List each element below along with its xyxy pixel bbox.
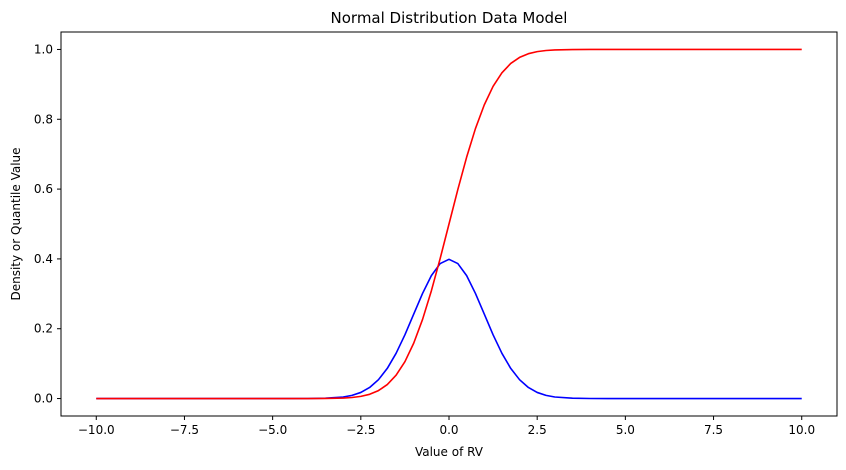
- x-axis-label: Value of RV: [415, 445, 484, 459]
- y-tick-label: 0.6: [34, 182, 53, 196]
- y-axis-label: Density or Quantile Value: [9, 147, 23, 300]
- plot-frame: [60, 31, 838, 417]
- x-tick-label: 10.0: [788, 423, 815, 437]
- y-tick-label: 0.2: [34, 322, 53, 336]
- x-tick-label: −7.5: [170, 423, 199, 437]
- x-tick-label: −2.5: [346, 423, 375, 437]
- x-tick-label: 2.5: [528, 423, 547, 437]
- x-tick-label: 0.0: [439, 423, 458, 437]
- axis-ticks: −10.0 −7.5 −5.0 −2.5 0.0 2.5 5.0 7.5 10.0 0.0 0.2 0…: [34, 42, 815, 437]
- cdf-series-line: [96, 48, 802, 400]
- y-tick-label: 0.0: [34, 392, 53, 406]
- pdf-series-line: [96, 258, 802, 400]
- y-tick-label: 1.0: [34, 42, 53, 56]
- chart-title: Normal Distribution Data Model: [331, 9, 568, 27]
- x-tick-label: 7.5: [704, 423, 723, 437]
- x-tick-label: −10.0: [78, 423, 115, 437]
- x-tick-label: 5.0: [616, 423, 635, 437]
- y-tick-label: 0.8: [34, 112, 53, 126]
- series-lines: [96, 48, 802, 400]
- x-tick-label: −5.0: [258, 423, 287, 437]
- y-tick-label: 0.4: [34, 252, 53, 266]
